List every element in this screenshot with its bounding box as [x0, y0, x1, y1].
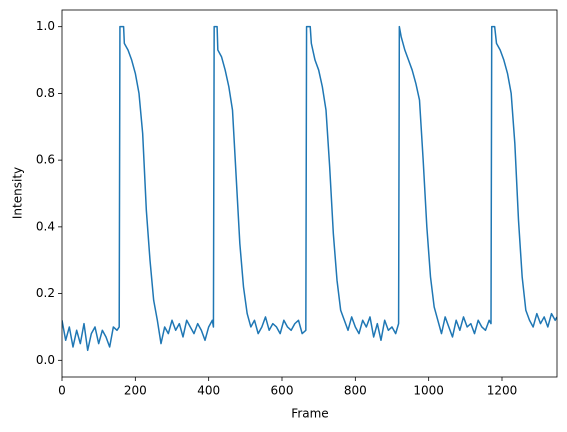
y-tick-label: 1.0: [36, 19, 55, 33]
y-tick-label: 0.0: [36, 353, 55, 367]
x-tick-label: 800: [344, 384, 367, 398]
x-axis-label: Frame: [291, 407, 328, 421]
x-tick-label: 1200: [487, 384, 518, 398]
x-tick-label: 1000: [413, 384, 444, 398]
y-tick-label: 0.2: [36, 286, 55, 300]
data-line: [62, 25, 557, 352]
x-tick-label: 600: [271, 384, 294, 398]
x-tick-label: 200: [124, 384, 147, 398]
y-tick-label: 0.6: [36, 153, 55, 167]
y-tick-label: 0.4: [36, 219, 55, 233]
plot-frame: [61, 9, 558, 378]
y-axis-label: Intensity: [11, 167, 25, 219]
y-tick-label: 0.8: [36, 86, 55, 100]
x-tick-label: 400: [197, 384, 220, 398]
x-tick-label: 0: [58, 384, 66, 398]
